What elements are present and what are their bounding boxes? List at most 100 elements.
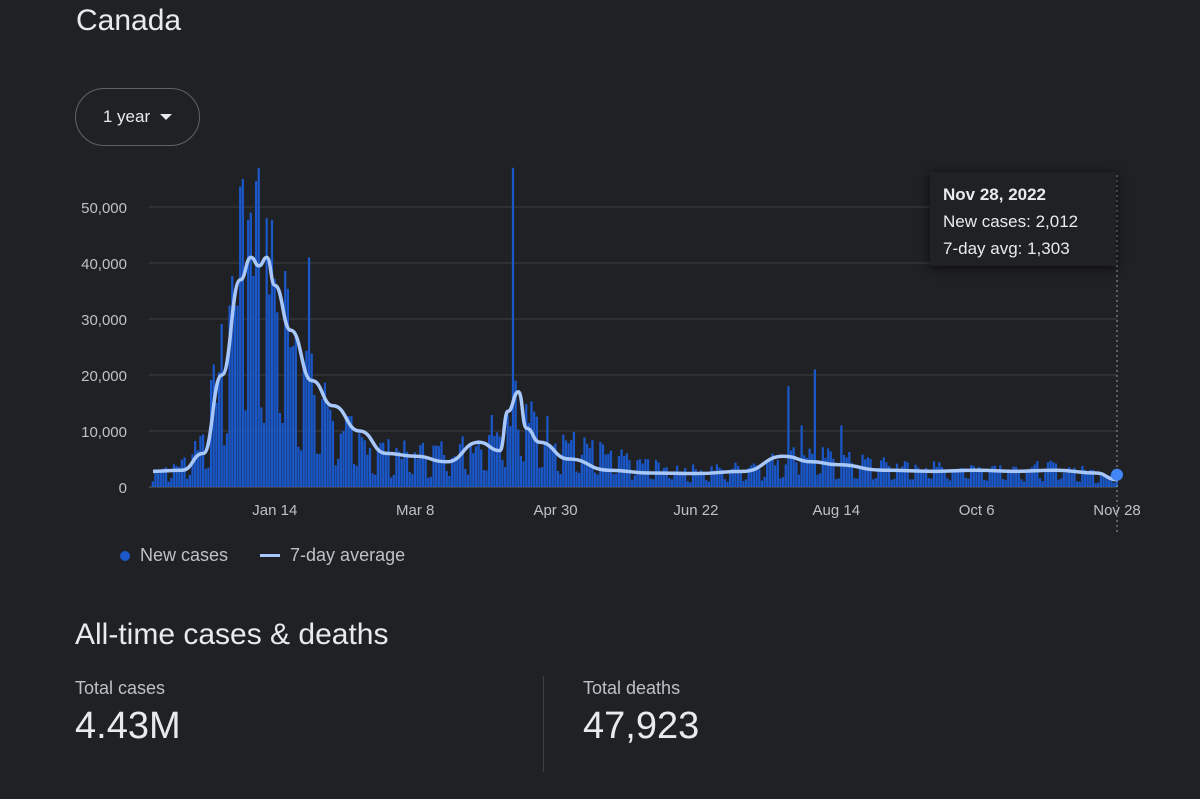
- bar: [543, 441, 546, 487]
- bar: [768, 459, 771, 487]
- bar: [236, 305, 239, 487]
- bar: [922, 470, 925, 487]
- bar: [795, 462, 798, 487]
- bar: [331, 420, 335, 487]
- bar: [217, 372, 221, 487]
- bar: [363, 440, 366, 487]
- bar: [744, 479, 748, 487]
- total-deaths-label: Total deaths: [583, 678, 681, 698]
- bar: [652, 479, 655, 487]
- bar: [593, 472, 597, 487]
- time-range-dropdown[interactable]: 1 year: [75, 88, 200, 146]
- bar: [313, 395, 316, 487]
- bar: [164, 467, 168, 487]
- bar: [766, 461, 769, 487]
- bar: [540, 467, 544, 487]
- bar: [991, 466, 994, 487]
- bar: [996, 469, 999, 487]
- bar: [734, 462, 737, 487]
- bar: [1091, 469, 1095, 487]
- bar: [628, 460, 631, 487]
- bar: [763, 476, 766, 487]
- bar: [697, 473, 700, 487]
- bar: [477, 440, 480, 487]
- bar: [564, 440, 568, 487]
- bar: [869, 458, 872, 487]
- bar: [779, 478, 782, 487]
- bar: [932, 461, 936, 487]
- bar: [827, 448, 830, 487]
- bar: [750, 465, 753, 487]
- bar: [397, 451, 401, 487]
- bar: [427, 477, 430, 487]
- legend-new-cases: New cases: [140, 545, 229, 565]
- bar: [612, 474, 615, 487]
- bar: [903, 461, 907, 487]
- bar: [493, 435, 496, 487]
- bar: [1009, 472, 1012, 487]
- bar: [403, 440, 406, 487]
- bar: [691, 464, 695, 487]
- bar: [898, 469, 901, 487]
- bar: [840, 425, 843, 487]
- bar: [797, 474, 801, 487]
- bar: [872, 479, 875, 487]
- bar: [776, 459, 779, 487]
- bar: [962, 468, 965, 487]
- bar: [943, 471, 946, 487]
- bar: [419, 445, 422, 487]
- bar: [877, 467, 880, 487]
- bar: [948, 480, 952, 487]
- bar: [156, 473, 160, 487]
- caret-down-icon: [160, 114, 173, 120]
- bar: [281, 422, 284, 487]
- bar: [938, 462, 941, 487]
- bar: [294, 332, 297, 487]
- bar: [1102, 474, 1105, 487]
- bar: [562, 434, 565, 487]
- bar: [710, 466, 713, 487]
- stats-divider: [543, 676, 544, 772]
- bar: [1057, 479, 1060, 487]
- bar: [517, 429, 520, 487]
- x-tick-label: Nov 28: [1093, 502, 1141, 519]
- bar: [959, 468, 962, 487]
- bar: [657, 462, 660, 487]
- bar: [739, 471, 742, 487]
- bar: [631, 479, 634, 487]
- bar: [1012, 466, 1015, 487]
- cases-chart[interactable]: 0 10,000 20,000 30,000 40,000 50,000 Jan 14 Mar…: [0, 0, 1200, 540]
- bar: [1086, 474, 1089, 487]
- bar: [816, 474, 819, 487]
- bar: [758, 469, 761, 487]
- bar: [575, 471, 578, 487]
- bar: [909, 479, 912, 487]
- bar: [440, 441, 443, 487]
- y-tick-label: 0: [119, 480, 127, 497]
- bar: [601, 444, 605, 487]
- bar: [416, 459, 419, 487]
- bar: [718, 467, 721, 487]
- bar: [1073, 467, 1076, 487]
- bar: [924, 467, 928, 487]
- bar: [686, 481, 689, 487]
- bar: [178, 466, 181, 487]
- bar: [803, 455, 806, 487]
- x-tick-label: Apr 30: [533, 502, 577, 519]
- bar: [1007, 471, 1010, 487]
- bar: [1036, 461, 1039, 487]
- bar: [390, 477, 393, 487]
- bar: [435, 445, 438, 487]
- bar: [771, 453, 774, 487]
- bar: [1022, 481, 1026, 487]
- bar: [159, 471, 162, 487]
- bar: [252, 275, 255, 487]
- bar: [864, 459, 867, 487]
- bar: [977, 466, 981, 487]
- bar: [233, 305, 237, 487]
- new-cases-legend-dot: [120, 550, 130, 561]
- bar: [276, 312, 279, 487]
- bar: [559, 474, 562, 487]
- bar: [1107, 475, 1110, 487]
- bar: [175, 465, 178, 487]
